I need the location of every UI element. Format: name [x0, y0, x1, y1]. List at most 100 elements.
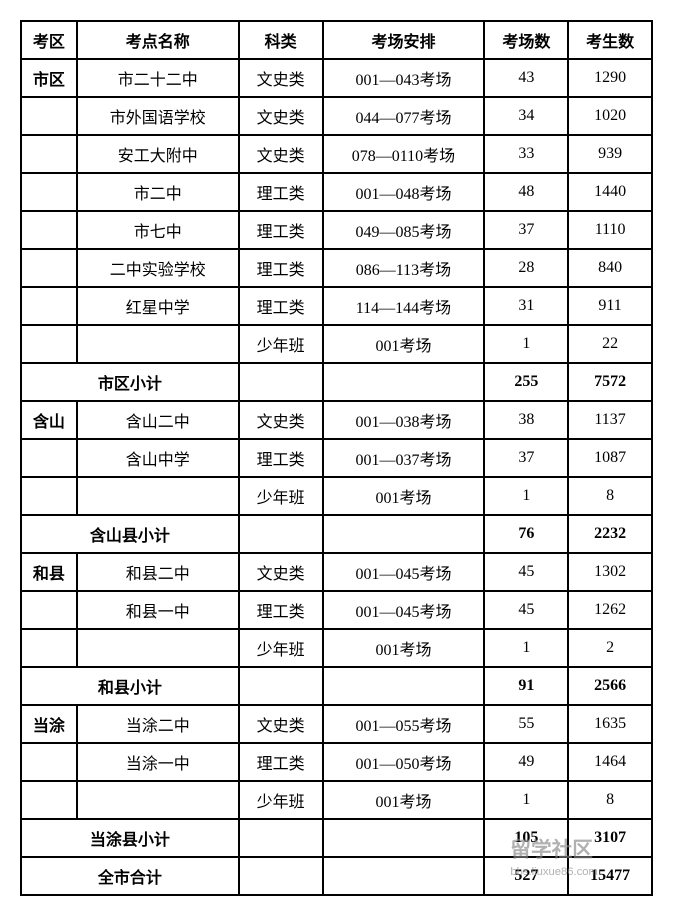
subtotal-row: 含山县小计762232 [21, 515, 652, 553]
table-row: 当涂当涂二中文史类001—055考场551635 [21, 705, 652, 743]
subtotal-row: 当涂县小计1053107 [21, 819, 652, 857]
subtotal-label: 和县小计 [21, 667, 239, 705]
cell-site [77, 477, 239, 515]
cell-district [21, 173, 77, 211]
cell-arrange: 086—113考场 [323, 249, 485, 287]
subtotal-students: 3107 [568, 819, 652, 857]
cell-subject: 理工类 [239, 173, 323, 211]
cell-arrange: 049—085考场 [323, 211, 485, 249]
cell-empty [239, 857, 323, 895]
header-arrange: 考场安排 [323, 21, 485, 59]
cell-subject: 理工类 [239, 591, 323, 629]
cell-district [21, 477, 77, 515]
cell-rooms: 37 [484, 211, 568, 249]
cell-arrange: 001考场 [323, 325, 485, 363]
cell-rooms: 1 [484, 629, 568, 667]
cell-rooms: 45 [484, 553, 568, 591]
table-row: 市区市二十二中文史类001—043考场431290 [21, 59, 652, 97]
cell-students: 1440 [568, 173, 652, 211]
table-row: 市二中理工类001—048考场481440 [21, 173, 652, 211]
cell-rooms: 55 [484, 705, 568, 743]
cell-subject: 理工类 [239, 211, 323, 249]
total-students: 15477 [568, 857, 652, 895]
cell-subject: 少年班 [239, 477, 323, 515]
cell-students: 911 [568, 287, 652, 325]
cell-district [21, 439, 77, 477]
cell-arrange: 001—045考场 [323, 553, 485, 591]
cell-students: 2 [568, 629, 652, 667]
table-row: 红星中学理工类114—144考场31911 [21, 287, 652, 325]
cell-subject: 理工类 [239, 439, 323, 477]
cell-site [77, 325, 239, 363]
cell-arrange: 114—144考场 [323, 287, 485, 325]
cell-students: 939 [568, 135, 652, 173]
cell-arrange: 001—038考场 [323, 401, 485, 439]
cell-rooms: 43 [484, 59, 568, 97]
cell-district [21, 287, 77, 325]
subtotal-students: 2566 [568, 667, 652, 705]
cell-site: 当涂一中 [77, 743, 239, 781]
cell-subject: 文史类 [239, 553, 323, 591]
cell-subject: 理工类 [239, 743, 323, 781]
cell-students: 1137 [568, 401, 652, 439]
cell-arrange: 001考场 [323, 629, 485, 667]
table-row: 少年班001考场122 [21, 325, 652, 363]
cell-arrange: 001—037考场 [323, 439, 485, 477]
subtotal-rooms: 76 [484, 515, 568, 553]
cell-subject: 理工类 [239, 249, 323, 287]
cell-rooms: 49 [484, 743, 568, 781]
cell-arrange: 001考场 [323, 781, 485, 819]
cell-site: 和县二中 [77, 553, 239, 591]
cell-students: 1087 [568, 439, 652, 477]
cell-rooms: 38 [484, 401, 568, 439]
cell-district: 市区 [21, 59, 77, 97]
cell-subject: 文史类 [239, 97, 323, 135]
cell-subject: 文史类 [239, 401, 323, 439]
cell-students: 1290 [568, 59, 652, 97]
table-row: 含山含山二中文史类001—038考场381137 [21, 401, 652, 439]
subtotal-rooms: 255 [484, 363, 568, 401]
cell-site: 二中实验学校 [77, 249, 239, 287]
cell-district: 当涂 [21, 705, 77, 743]
cell-district [21, 135, 77, 173]
cell-subject: 文史类 [239, 59, 323, 97]
table-row: 少年班001考场12 [21, 629, 652, 667]
cell-rooms: 1 [484, 477, 568, 515]
exam-table: 考区 考点名称 科类 考场安排 考场数 考生数 市区市二十二中文史类001—04… [20, 20, 653, 896]
cell-rooms: 1 [484, 325, 568, 363]
cell-district: 和县 [21, 553, 77, 591]
table-row: 和县一中理工类001—045考场451262 [21, 591, 652, 629]
cell-students: 1262 [568, 591, 652, 629]
cell-students: 1302 [568, 553, 652, 591]
cell-rooms: 37 [484, 439, 568, 477]
cell-site: 和县一中 [77, 591, 239, 629]
total-label: 全市合计 [21, 857, 239, 895]
cell-district [21, 591, 77, 629]
table-row: 市外国语学校文史类044—077考场341020 [21, 97, 652, 135]
subtotal-row: 和县小计912566 [21, 667, 652, 705]
cell-site [77, 781, 239, 819]
cell-arrange: 001—043考场 [323, 59, 485, 97]
cell-empty [323, 363, 485, 401]
header-district: 考区 [21, 21, 77, 59]
cell-site: 含山二中 [77, 401, 239, 439]
cell-rooms: 45 [484, 591, 568, 629]
cell-empty [323, 819, 485, 857]
cell-rooms: 33 [484, 135, 568, 173]
cell-students: 8 [568, 781, 652, 819]
cell-rooms: 34 [484, 97, 568, 135]
header-students: 考生数 [568, 21, 652, 59]
cell-subject: 少年班 [239, 781, 323, 819]
cell-subject: 文史类 [239, 135, 323, 173]
cell-district [21, 97, 77, 135]
cell-empty [239, 819, 323, 857]
cell-empty [323, 667, 485, 705]
cell-site: 市二中 [77, 173, 239, 211]
header-subject: 科类 [239, 21, 323, 59]
table-row: 含山中学理工类001—037考场371087 [21, 439, 652, 477]
cell-empty [239, 667, 323, 705]
cell-site: 当涂二中 [77, 705, 239, 743]
header-site: 考点名称 [77, 21, 239, 59]
cell-district [21, 743, 77, 781]
table-row: 二中实验学校理工类086—113考场28840 [21, 249, 652, 287]
